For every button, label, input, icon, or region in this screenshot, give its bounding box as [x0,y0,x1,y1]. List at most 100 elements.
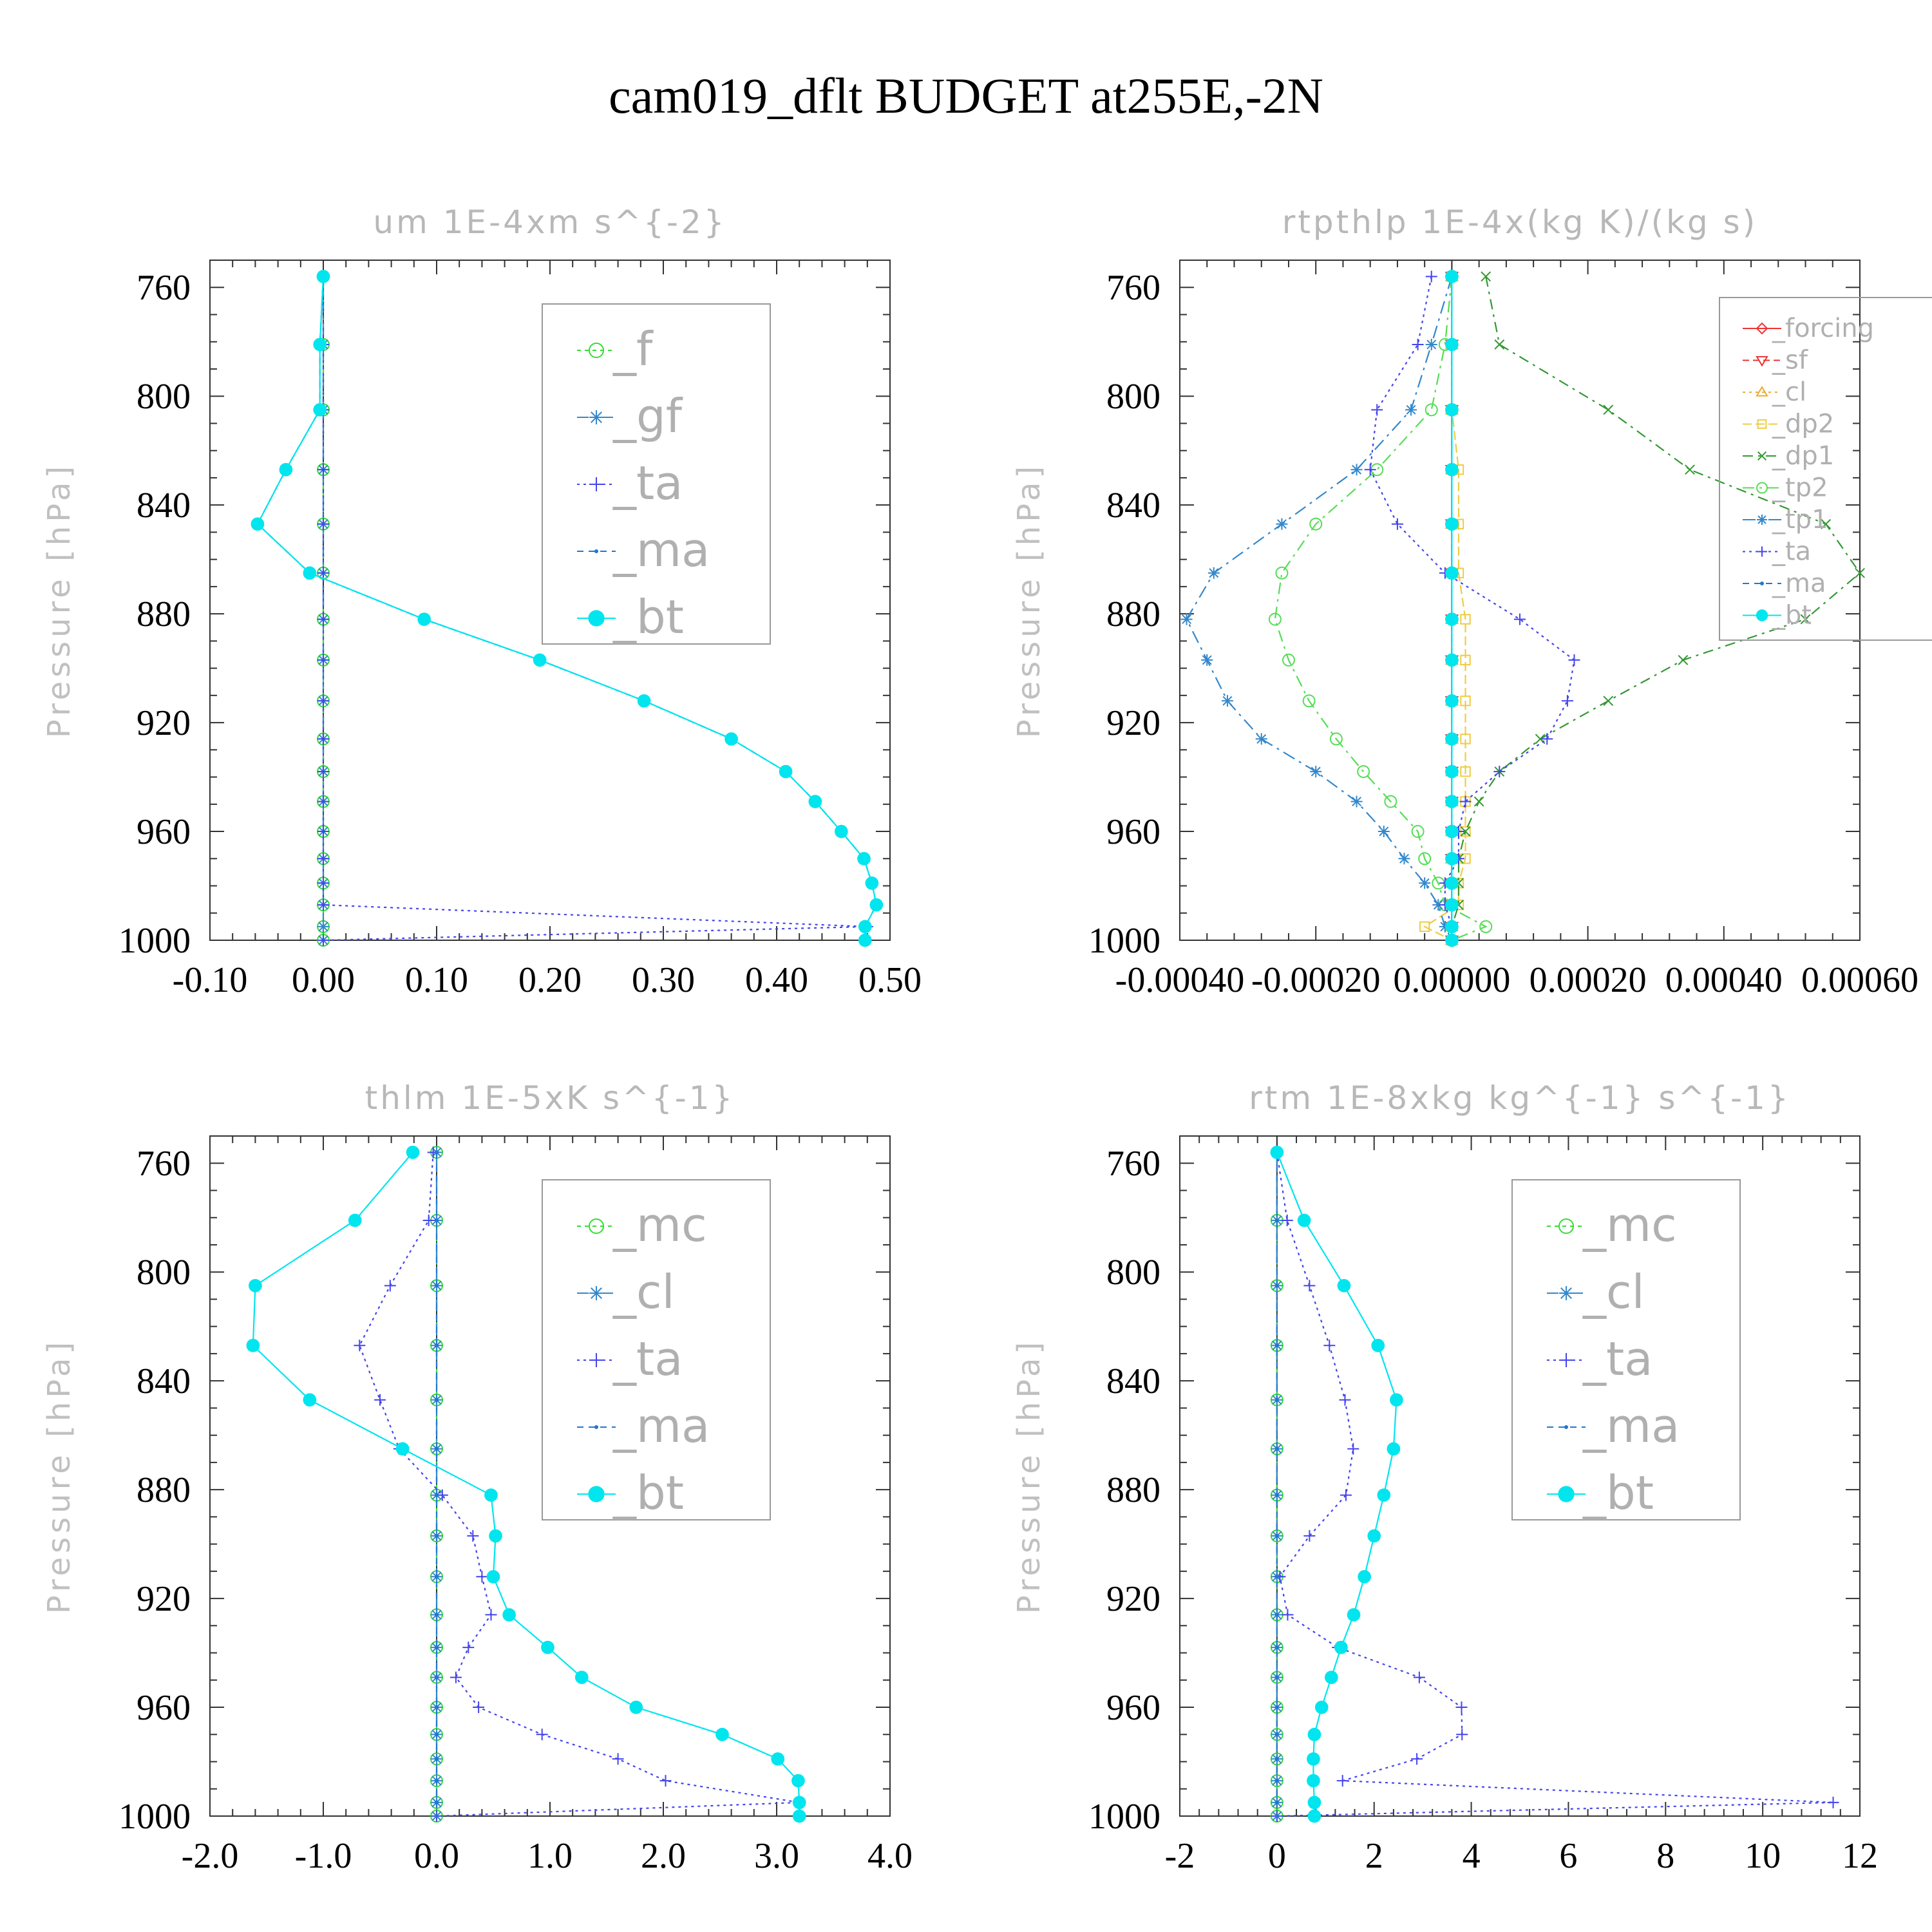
legend-marker [594,549,598,553]
data-point [1445,876,1459,890]
data-point [1425,403,1438,417]
legend-item: _bt [1743,600,1812,630]
data-point [1275,566,1289,580]
legend-label: _sf [1772,345,1808,375]
data-point [406,1145,420,1159]
data-point [1274,1218,1279,1222]
x-tick-label: 4 [1463,1836,1481,1876]
y-tick-label: 800 [137,1253,191,1293]
x-tick-label: 0.00020 [1530,960,1647,1000]
data-point [1282,1609,1294,1621]
data-point [1307,1795,1321,1810]
x-tick-label: -0.10 [173,960,248,1000]
data-point [1314,1700,1329,1714]
legend-item: _mc [1547,1198,1677,1252]
data-point [1337,1278,1351,1293]
legend-item: _ma [577,523,710,577]
data-point [1419,877,1431,889]
x-tick-label: -1.0 [295,1836,352,1876]
data-point [317,766,329,778]
legend-label: _bt [612,1466,684,1520]
legend-marker [1757,546,1767,557]
data-point [246,1338,260,1352]
data-point [484,1488,498,1502]
legend-marker [589,343,604,358]
legend-item: _tp2 [1743,473,1828,502]
data-point [1445,764,1459,779]
data-point [317,518,329,530]
data-point [1460,734,1471,744]
x-tick-label: 0.00040 [1665,960,1783,1000]
data-point [1425,270,1437,283]
data-point [317,920,329,933]
data-point [1445,402,1459,417]
legend-item: _dp1 [1743,441,1834,471]
data-point [533,653,547,667]
x-tick-label: 3.0 [754,1836,799,1876]
legend-label: _mc [1582,1198,1677,1252]
data-point [1445,653,1459,667]
data-point [808,795,822,808]
series-line [1451,276,1861,940]
data-point [1329,732,1343,746]
data-point [869,898,884,912]
series-ta [1364,270,1580,946]
legend-label: _cl [612,1265,675,1319]
legend-item: _ma [1743,569,1826,598]
data-point [1364,464,1376,476]
data-point [317,877,329,889]
data-point [417,612,431,626]
data-point [1445,612,1459,626]
x-tick-label: 12 [1842,1836,1878,1876]
data-point [1274,1446,1279,1451]
legend-marker [589,1218,604,1234]
data-point [659,1775,672,1787]
data-point [1274,1533,1279,1538]
data-point [1371,1338,1385,1352]
legend-box [542,1179,771,1520]
x-tick-label: -2 [1165,1836,1195,1876]
data-point [857,851,871,866]
series-line [322,276,867,942]
data-point [1855,567,1865,578]
data-point [435,1814,439,1818]
y-tick-label: 920 [137,1579,191,1619]
series-bt [246,1145,806,1823]
data-point [317,826,329,838]
data-point [1307,1727,1321,1741]
legend-item: _sf [1743,345,1808,375]
data-point [1445,898,1459,912]
data-point [1303,1280,1316,1292]
data-point [1350,464,1363,476]
legend-marker [1757,451,1767,461]
data-point [1378,826,1390,838]
data-point [317,934,329,946]
y-tick-label: 920 [1106,703,1160,743]
data-point [1445,851,1459,866]
x-tick-label: 0 [1268,1836,1286,1876]
legend-label: _cl [1582,1265,1645,1319]
data-point [1268,612,1282,626]
data-point [1821,518,1832,529]
chart-panel-4: rtm 1E-8xkg kg^{-1} s^{-1} Pressure [hPa]… [1011,1079,1878,1876]
y-tick-label: 880 [137,1470,191,1510]
data-point [317,654,329,666]
series-ta [1271,1146,1839,1822]
y-tick-label: 800 [1106,377,1160,417]
x-tick-label: 6 [1559,1836,1577,1876]
x-tick-label: -0.00020 [1251,960,1381,1000]
data-point [1541,733,1553,745]
data-point [1274,1575,1279,1579]
y-tick-label: 960 [1106,1688,1160,1728]
data-point [489,1529,502,1543]
data-point [1334,1640,1348,1654]
legend-item: _gf [577,389,683,443]
legend-label: _ma [1582,1399,1680,1453]
data-point [1274,1705,1279,1710]
data-point [435,1343,439,1348]
data-point [1445,566,1459,580]
data-point [435,1800,439,1804]
data-point [317,853,329,865]
plot-frame [1179,260,1861,941]
data-point [317,733,329,745]
